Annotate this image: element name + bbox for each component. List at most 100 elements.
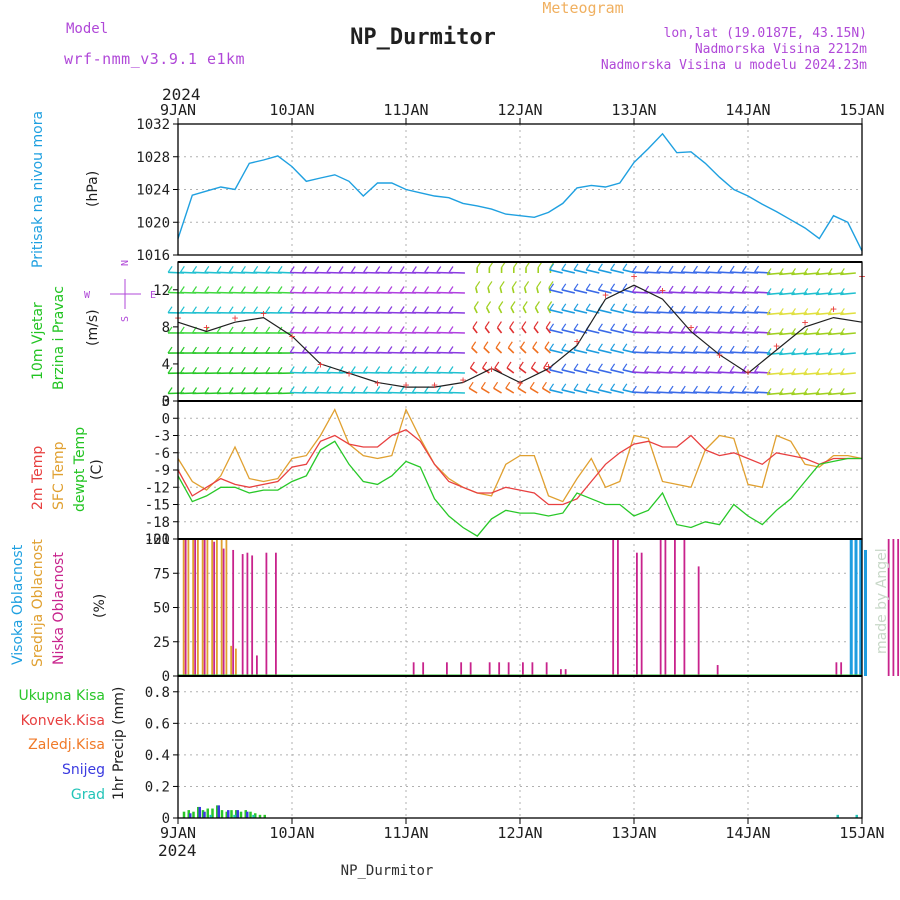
- wind-barb: [505, 387, 515, 394]
- wind-barb-flag: [622, 363, 628, 371]
- cloud-bar: [849, 539, 853, 676]
- wind-barb-flag: [167, 265, 173, 273]
- wind-barb-flag: [314, 306, 320, 313]
- x-tick-label-top: 13JAN: [611, 101, 656, 119]
- wind-barb-flag: [228, 366, 234, 374]
- sfc-temp-line: [177, 407, 863, 503]
- cloud-bar: [201, 539, 204, 676]
- wind-barb-flag: [815, 368, 821, 375]
- cloud-bar: [498, 662, 501, 676]
- wind-barb-flag: [644, 365, 650, 373]
- wind-barb-flag: [827, 348, 833, 355]
- wind-barb-flag: [424, 286, 430, 293]
- wind-barb-flag: [179, 265, 185, 273]
- wind-barb-flag: [216, 326, 222, 334]
- wind-barb-flag: [692, 265, 698, 273]
- wind-barb: [484, 327, 490, 334]
- precip-bar: [252, 814, 255, 818]
- wind-barb-flag: [448, 386, 454, 393]
- wind-barb-flag: [536, 281, 542, 288]
- wind-barb-flag: [815, 328, 821, 335]
- wind-barb-flag: [754, 385, 760, 393]
- wind-barb-flag: [191, 366, 197, 374]
- pressure-tick-label: 1016: [136, 248, 170, 264]
- wind-barb-flag: [375, 386, 381, 393]
- cloud-bar: [683, 539, 686, 676]
- wind-barb: [472, 327, 478, 334]
- wind-barb-flag: [839, 268, 845, 275]
- wind-barb-flag: [778, 348, 784, 355]
- wind-barb-flag: [350, 386, 356, 393]
- wind-barb: [598, 309, 612, 314]
- wind-barb-flag: [253, 366, 259, 374]
- wind-barb-flag: [253, 326, 259, 334]
- wind-barb-flag: [265, 306, 271, 314]
- cloud-bar: [203, 539, 206, 676]
- wind-barb-flag: [597, 343, 603, 351]
- grid-layer: [178, 124, 862, 818]
- wind-barb: [840, 352, 856, 356]
- pressure-label: Pritisak na nivou mora: [30, 111, 46, 268]
- wind-barb-flag: [167, 346, 173, 354]
- wind-barb: [496, 327, 503, 334]
- wind-barb-flag: [610, 383, 616, 391]
- wind-barb: [471, 347, 478, 354]
- wind-barb-flag: [549, 283, 555, 291]
- wind-barb-flag: [522, 301, 528, 308]
- wind-barb-flag: [754, 365, 760, 373]
- wind-barb-flag: [644, 345, 650, 353]
- precip-bar: [211, 808, 214, 818]
- wind-barb-flag: [301, 386, 307, 393]
- wind-barb-flag: [518, 361, 524, 369]
- wind-barb-flag: [228, 286, 234, 293]
- precip-bar: [206, 808, 209, 818]
- wind-barb-flag: [468, 381, 474, 389]
- wind-tick-label: 4: [162, 357, 170, 373]
- wind-barb-flag: [839, 328, 845, 335]
- wind-barb-flag: [507, 341, 513, 349]
- precip-tick-label: 0.2: [145, 779, 170, 795]
- wind-barb-flag: [362, 306, 368, 313]
- wind-barb-flag: [487, 281, 493, 288]
- wind-barb-flag: [240, 326, 246, 334]
- temp-label-dewpt: dewpt Temp: [72, 427, 88, 512]
- wind-barb-flag: [717, 285, 723, 293]
- wind-barb-flag: [815, 308, 821, 315]
- wind-barb-flag: [680, 385, 686, 393]
- wind-barb-flag: [265, 366, 271, 374]
- series-layer: +++ +++++ + + +++++++++++++++: [175, 132, 900, 818]
- wind-barb-flag: [729, 265, 735, 273]
- wind-barb-flag: [387, 286, 393, 293]
- wind-barb-flag: [631, 385, 637, 393]
- wind-barb-flag: [597, 283, 603, 291]
- wind-barb: [840, 292, 856, 296]
- cloud-bar: [612, 539, 615, 676]
- wind-gust-marker: +: [460, 374, 467, 387]
- wind-barb: [610, 309, 624, 314]
- precip-label-snijeg: Snijeg: [62, 762, 105, 778]
- wind-barb-flag: [314, 266, 320, 273]
- wind-barb: [598, 329, 612, 334]
- precip-bar: [197, 806, 200, 818]
- year-label-bottom: 2024: [158, 841, 197, 860]
- temp-tick-label: -12: [145, 480, 170, 496]
- cloud-label-niska: Niska Oblacnost: [51, 552, 67, 665]
- wind-barb-flag: [622, 343, 628, 351]
- wind-barb-flag: [448, 286, 454, 293]
- wind-barb-flag: [424, 266, 430, 273]
- wind-barb-flag: [534, 301, 540, 308]
- wind-barb: [561, 309, 576, 314]
- cloud-bar: [507, 662, 510, 676]
- wind-barb-flag: [240, 346, 246, 354]
- wind-barb: [546, 307, 552, 314]
- wind-barb-flag: [191, 286, 197, 293]
- wind-barb-flag: [436, 286, 442, 293]
- temp-tick-label: -15: [145, 498, 170, 514]
- x-tick-label-bottom: 12JAN: [497, 824, 542, 842]
- wind-barb-flag: [289, 386, 295, 393]
- wind-barb-flag: [495, 341, 501, 349]
- wind-barb-flag: [289, 346, 295, 353]
- wind-barb-flag: [521, 321, 527, 328]
- wind-barb-flag: [520, 341, 526, 349]
- cloud-bar: [230, 645, 233, 676]
